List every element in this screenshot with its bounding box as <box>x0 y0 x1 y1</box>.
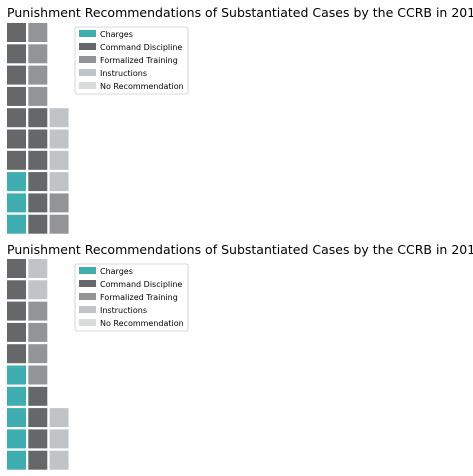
waffle-cell-command-discipline <box>7 44 26 64</box>
legend-label-instructions: Instructions <box>100 306 147 315</box>
waffle-cell-charges <box>7 386 26 406</box>
legend-label-charges: Charges <box>100 267 133 276</box>
chart-title-2017: Punishment Recommendations of Substantia… <box>7 5 473 20</box>
waffle-cell-command-discipline <box>28 429 48 449</box>
legend-label-no-recommendation: No Recommendation <box>100 319 184 328</box>
legend-label-charges: Charges <box>100 30 133 39</box>
waffle-cell-command-discipline <box>28 214 48 234</box>
legend-box <box>74 263 189 332</box>
waffle-cell-formalized-training <box>28 322 48 342</box>
waffle-cell-command-discipline <box>7 322 26 342</box>
waffle-cell-command-discipline <box>28 108 48 128</box>
waffle-cell-command-discipline <box>28 193 48 213</box>
legend-box <box>74 26 189 95</box>
waffle-cell-command-discipline <box>28 386 48 406</box>
legend-label-formalized-training: Formalized Training <box>100 56 178 65</box>
waffle-cell-instructions <box>49 408 69 428</box>
waffle-cell-command-discipline <box>7 65 26 85</box>
waffle-cell-command-discipline <box>7 259 26 278</box>
waffle-cell-formalized-training <box>49 193 69 213</box>
waffle-cell-charges <box>7 365 26 385</box>
waffle-cell-instructions <box>28 280 48 300</box>
legend-swatch-no-recommendation <box>79 82 96 89</box>
legend-swatch-formalized-training <box>79 56 96 63</box>
waffle-cell-formalized-training <box>28 365 48 385</box>
waffle-cell-command-discipline <box>7 23 26 42</box>
waffle-cell-command-discipline <box>7 301 26 321</box>
waffle-cell-command-discipline <box>28 450 48 470</box>
waffle-cell-formalized-training <box>28 86 48 106</box>
legend-swatch-instructions <box>79 306 96 313</box>
legend-label-formalized-training: Formalized Training <box>100 293 178 302</box>
waffle-cell-instructions <box>49 172 69 192</box>
waffle-cell-command-discipline <box>28 150 48 170</box>
waffle-cell-formalized-training <box>28 301 48 321</box>
waffle-cell-charges <box>7 172 26 192</box>
legend-swatch-instructions <box>79 69 96 76</box>
legend-label-instructions: Instructions <box>100 69 147 78</box>
legend-swatch-formalized-training <box>79 293 96 300</box>
legend-swatch-command-discipline <box>79 43 96 50</box>
waffle-cell-instructions <box>49 429 69 449</box>
waffle-cell-charges <box>7 450 26 470</box>
legend-swatch-charges <box>79 30 96 37</box>
waffle-cell-charges <box>7 408 26 428</box>
waffle-cell-command-discipline <box>7 150 26 170</box>
waffle-cell-command-discipline <box>7 280 26 300</box>
waffle-cell-instructions <box>49 150 69 170</box>
waffle-cell-command-discipline <box>28 408 48 428</box>
waffle-cell-formalized-training <box>28 344 48 364</box>
waffle-cell-charges <box>7 429 26 449</box>
waffle-cell-formalized-training <box>49 214 69 234</box>
waffle-cell-command-discipline <box>7 108 26 128</box>
legend-swatch-command-discipline <box>79 280 96 287</box>
legend-label-command-discipline: Command Discipline <box>100 43 182 52</box>
waffle-cell-command-discipline <box>28 172 48 192</box>
waffle-cell-formalized-training <box>28 23 48 42</box>
chart-title-2018: Punishment Recommendations of Substantia… <box>7 242 473 257</box>
waffle-cell-formalized-training <box>28 44 48 64</box>
waffle-cell-instructions <box>49 450 69 470</box>
waffle-cell-command-discipline <box>7 129 26 149</box>
waffle-cell-command-discipline <box>28 129 48 149</box>
legend-label-no-recommendation: No Recommendation <box>100 82 184 91</box>
legend-label-command-discipline: Command Discipline <box>100 280 182 289</box>
legend-swatch-charges <box>79 267 96 274</box>
waffle-cell-charges <box>7 214 26 234</box>
waffle-cell-instructions <box>49 108 69 128</box>
waffle-cell-instructions <box>28 259 48 278</box>
waffle-cell-charges <box>7 193 26 213</box>
legend-swatch-no-recommendation <box>79 319 96 326</box>
waffle-cell-formalized-training <box>28 65 48 85</box>
waffle-cell-command-discipline <box>7 344 26 364</box>
waffle-cell-instructions <box>49 129 69 149</box>
waffle-cell-command-discipline <box>7 86 26 106</box>
